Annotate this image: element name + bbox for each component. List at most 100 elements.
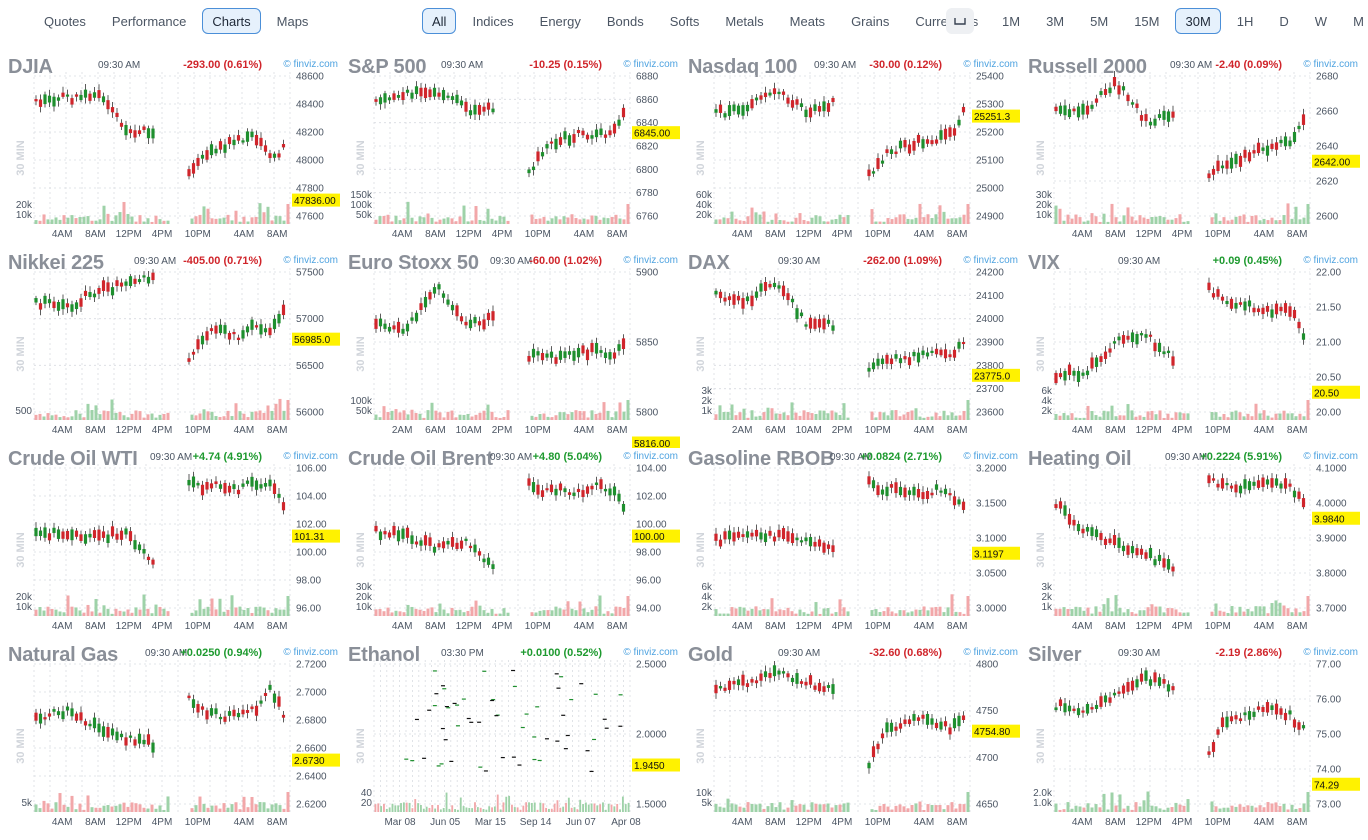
candle <box>804 324 808 327</box>
chart-panel-gold[interactable]: Gold 09:30 AM -32.60 (0.68%) © finviz.com 48… <box>680 644 1020 840</box>
source-link[interactable]: © finviz.com <box>283 255 338 266</box>
source-link[interactable]: © finviz.com <box>1303 647 1358 658</box>
timeframe-1m[interactable]: 1M <box>1002 13 1021 29</box>
chart-title[interactable]: Ethanol <box>348 644 420 666</box>
chart-panel-ethanol[interactable]: Ethanol 03:30 PM +0.0100 (0.52%) © finviz.c… <box>340 644 680 840</box>
chart-panel-djia[interactable]: DJIA 09:30 AM -293.00 (0.61%) © finviz.com 4… <box>0 56 340 252</box>
chart-panel-natural-gas[interactable]: Natural Gas 09:30 AM +0.0250 (0.94%) © finv… <box>0 644 340 840</box>
chart-panel-crude-oil-wti[interactable]: Crude Oil WTI 09:30 AM +4.74 (4.91%) © finv… <box>0 448 340 644</box>
category-tab-indices[interactable]: Indices <box>472 13 514 29</box>
category-tab-all[interactable]: All <box>422 8 457 34</box>
volume-bar <box>958 612 962 616</box>
candle <box>1297 491 1301 499</box>
x-tick-label: 12PM <box>116 817 142 828</box>
chart-title[interactable]: S&P 500 <box>348 56 427 78</box>
chart-title[interactable]: Silver <box>1028 644 1082 666</box>
chart-title[interactable]: Euro Stoxx 50 <box>348 252 479 274</box>
source-link[interactable]: © finviz.com <box>283 647 338 658</box>
source-link[interactable]: © finviz.com <box>623 255 678 266</box>
view-tab-charts[interactable]: Charts <box>202 8 261 34</box>
source-link[interactable]: © finviz.com <box>963 647 1018 658</box>
candle <box>1148 334 1153 337</box>
category-tab-grains[interactable]: Grains <box>851 13 890 29</box>
source-link[interactable]: © finviz.com <box>623 451 678 462</box>
chart-panel-heating-oil[interactable]: Heating Oil 09:30 AM +0.2224 (5.91%) © finv… <box>1020 448 1360 644</box>
timeframe-w[interactable]: W <box>1314 13 1328 29</box>
chart-panel-euro-stoxx-50[interactable]: Euro Stoxx 50 09:30 AM -60.00 (1.02%) © fin… <box>340 252 680 448</box>
timeframe-d[interactable]: D <box>1279 13 1289 29</box>
source-link[interactable]: © finviz.com <box>1303 451 1358 462</box>
source-link[interactable]: © finviz.com <box>963 255 1018 266</box>
chart-panel-nasdaq-100[interactable]: Nasdaq 100 09:30 AM -30.00 (0.12%) © finviz… <box>680 56 1020 252</box>
y-tick-label: 22.00 <box>1316 268 1341 279</box>
timeframe-m[interactable]: M <box>1353 13 1364 29</box>
chart-panel-dax[interactable]: DAX 09:30 AM -262.00 (1.09%) © finviz.com 24… <box>680 252 1020 448</box>
category-tab-softs[interactable]: Softs <box>669 13 700 29</box>
source-link[interactable]: © finviz.com <box>283 59 338 70</box>
chart-panel-vix[interactable]: VIX 09:30 AM +0.09 (0.45%) © finviz.com 22.0… <box>1020 252 1360 448</box>
volume-bar <box>114 608 118 616</box>
candle <box>921 714 925 719</box>
chart-title[interactable]: DAX <box>688 252 730 274</box>
source-link[interactable]: © finviz.com <box>963 59 1018 70</box>
view-tab-quotes[interactable]: Quotes <box>44 13 86 29</box>
chart-panel-gasoline-rbob[interactable]: Gasoline RBOB 09:30 AM +0.0824 (2.71%) © fi… <box>680 448 1020 644</box>
volume-bar <box>930 416 934 420</box>
chart-title[interactable]: VIX <box>1028 252 1060 274</box>
source-link[interactable]: © finviz.com <box>963 451 1018 462</box>
volume-bar <box>150 413 154 420</box>
candle <box>867 476 871 485</box>
chart-panel-s-p-500[interactable]: S&P 500 09:30 AM -10.25 (0.15%) © finviz.co… <box>340 56 680 252</box>
chart-title[interactable]: Crude Oil WTI <box>8 448 138 470</box>
chart-title[interactable]: Russell 2000 <box>1028 56 1147 78</box>
view-tab-maps[interactable]: Maps <box>276 13 309 29</box>
source-link[interactable]: © finviz.com <box>623 647 678 658</box>
chart-title[interactable]: Natural Gas <box>8 644 119 666</box>
volume-tick-label: 5k <box>21 798 33 809</box>
category-tab-metals[interactable]: Metals <box>725 13 764 29</box>
view-tab-performance[interactable]: Performance <box>111 13 187 29</box>
timeframe-1h[interactable]: 1H <box>1236 13 1254 29</box>
chart-panel-russell-2000[interactable]: Russell 2000 09:30 AM -2.40 (0.09%) © finvi… <box>1020 56 1360 252</box>
category-tab-energy[interactable]: Energy <box>539 13 581 29</box>
chart-panel-nikkei-225[interactable]: Nikkei 225 09:30 AM -405.00 (0.71%) © finvi… <box>0 252 340 448</box>
chart-title[interactable]: Gold <box>688 644 733 666</box>
chart-panel-silver[interactable]: Silver 09:30 AM -2.19 (2.86%) © finviz.com 7… <box>1020 644 1360 840</box>
chart-title[interactable]: Gasoline RBOB <box>688 448 835 470</box>
timeframe-15m[interactable]: 15M <box>1134 13 1160 29</box>
timeframe-30m[interactable]: 30M <box>1175 8 1221 34</box>
chart-panel-crude-oil-brent[interactable]: Crude Oil Brent 09:30 AM +4.80 (5.04%) © fi… <box>340 448 680 644</box>
category-tab-bonds[interactable]: Bonds <box>606 13 644 29</box>
timeframe-5m[interactable]: 5M <box>1090 13 1109 29</box>
source-link[interactable]: © finviz.com <box>1303 59 1358 70</box>
chart-title[interactable]: DJIA <box>8 56 53 78</box>
source-link[interactable]: © finviz.com <box>283 451 338 462</box>
chart-title[interactable]: Nasdaq 100 <box>688 56 798 78</box>
volume-bar <box>1262 606 1266 616</box>
timeframe-3m[interactable]: 3M <box>1046 13 1065 29</box>
source-link[interactable]: © finviz.com <box>1303 255 1358 266</box>
chart-title[interactable]: Crude Oil Brent <box>348 448 493 470</box>
chart-title[interactable]: Nikkei 225 <box>8 252 104 274</box>
category-tab-meats[interactable]: Meats <box>789 13 826 29</box>
candle <box>250 131 254 138</box>
candle <box>232 484 236 490</box>
layout-toggle-button[interactable] <box>946 8 974 34</box>
source-link[interactable]: © finviz.com <box>623 59 678 70</box>
